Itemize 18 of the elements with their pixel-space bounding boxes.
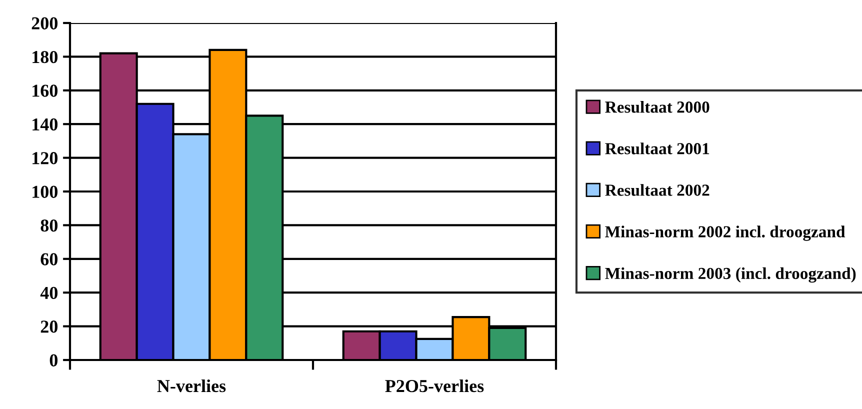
y-tick-label: 40 xyxy=(40,286,58,300)
y-tick-label: 120 xyxy=(32,152,58,164)
legend-label: Resultaat 2001 xyxy=(605,142,710,154)
y-tick-label: 200 xyxy=(32,17,58,30)
legend-label: Resultaat 2002 xyxy=(605,184,710,196)
legend-label: Resultaat 2000 xyxy=(605,101,710,113)
y-tick-label: 160 xyxy=(32,84,58,97)
y-tick-label: 180 xyxy=(32,50,58,64)
y-tick-label: 20 xyxy=(40,320,58,333)
y-tick-label: 0 xyxy=(50,354,58,366)
y-tick-label: 100 xyxy=(32,186,58,198)
x-tick-label: P2O5-verlies xyxy=(385,379,484,392)
legend-label: Minas-norm 2003 (incl. droogzand) xyxy=(605,267,856,283)
y-tick-label: 80 xyxy=(40,219,58,232)
y-tick-label: 140 xyxy=(32,118,58,131)
y-tick-label: 60 xyxy=(40,253,58,266)
x-tick-label: N-verlies xyxy=(157,379,226,392)
legend-label: Minas-norm 2002 incl. droogzand xyxy=(605,226,846,241)
